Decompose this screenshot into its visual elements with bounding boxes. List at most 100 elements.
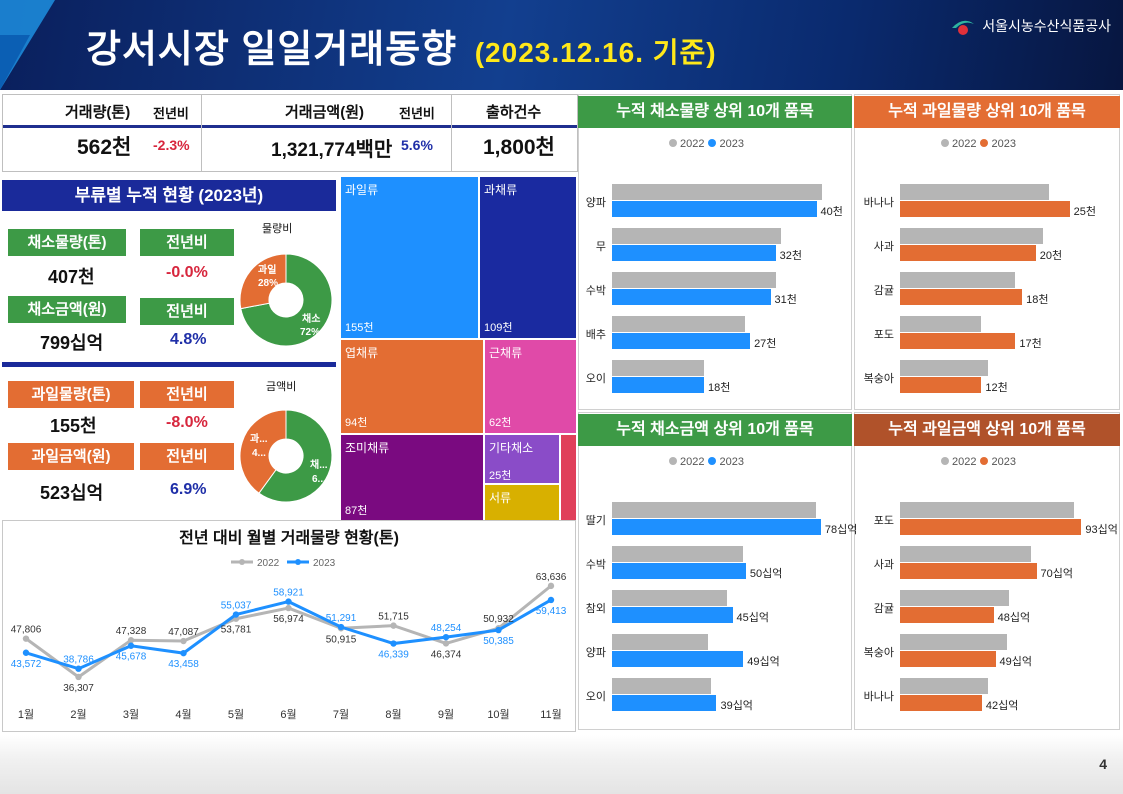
chart-legend: 2022 2023 xyxy=(669,138,748,150)
org-logo-icon xyxy=(952,20,975,35)
x-tick-label: 4월 xyxy=(175,708,191,721)
legend-marker xyxy=(708,457,717,465)
line-point-2023 xyxy=(180,649,187,657)
line-label-2022: 47,806 xyxy=(11,625,42,636)
donut-volume-fruit-pct: 28% xyxy=(258,278,278,289)
bar-2023-바나나 xyxy=(900,201,1070,217)
bar-category-label: 바나나 xyxy=(863,197,894,209)
bar-2022-포도 xyxy=(900,502,1074,518)
donut-amount-veg-pct: 6... xyxy=(312,474,326,485)
line-label-2023: 38,786 xyxy=(63,655,94,666)
veg-volume-value: 407천 xyxy=(48,267,95,287)
bar-value-label: 49십억 xyxy=(999,656,1033,668)
treemap-cell-label: 과일류 xyxy=(345,183,379,197)
legend-item-2022: 2022 xyxy=(669,456,704,468)
fruit-amount-yoy-label: 전년비 xyxy=(140,443,234,470)
x-tick-label: 9월 xyxy=(438,708,454,721)
bar-2022-사과 xyxy=(900,546,1031,562)
chart-legend: 2022 2023 xyxy=(669,456,748,468)
treemap-cell-과일류: 과일류 155천 xyxy=(340,176,479,339)
monthly-volume-panel xyxy=(2,520,576,732)
line-point-2023 xyxy=(495,626,502,634)
donut-volume-veg-pct: 72% xyxy=(300,327,320,338)
bar-category-label: 배추 xyxy=(585,329,606,341)
org-logo: 서울시농수산식품공사 xyxy=(950,14,1111,38)
line-label-2022: 53,781 xyxy=(221,625,252,636)
legend-item-2022: 2022 xyxy=(669,138,704,150)
bar-value-label: 18천 xyxy=(1026,294,1049,306)
bar-category-label: 감귤 xyxy=(873,285,894,297)
bar-category-label: 양파 xyxy=(585,197,606,209)
kpi-shipments-label: 출하건수 xyxy=(486,104,542,121)
legend-marker xyxy=(980,457,989,465)
footer-band xyxy=(0,735,1123,794)
veg-volume-label: 채소물량(톤) xyxy=(8,229,126,256)
bar-2023-딸기 xyxy=(612,519,821,535)
kpi-divider xyxy=(201,95,202,171)
line-label-2023: 59,413 xyxy=(536,606,567,617)
bar-value-label: 17천 xyxy=(1019,338,1042,350)
bar-2022-바나나 xyxy=(900,678,988,694)
kpi-amount-label: 거래금액(원) xyxy=(285,104,364,121)
bar-2023-참외 xyxy=(612,607,733,623)
legend-label: 2023 xyxy=(991,138,1016,150)
bar-value-label: 40천 xyxy=(820,206,843,218)
legend-marker xyxy=(708,139,717,147)
treemap-cell-label: 서류 xyxy=(489,491,512,505)
line-point-2023 xyxy=(442,633,450,641)
treemap-cell-value: 25천 xyxy=(489,470,512,482)
bar-2022-수박 xyxy=(612,272,776,288)
legend-item-2023: 2023 xyxy=(708,456,744,468)
fruit-amount-yoy: 6.9% xyxy=(170,481,207,498)
x-tick-label: 5월 xyxy=(228,708,244,721)
bar-2023-감귤 xyxy=(900,607,994,623)
legend-item-2023: 2023 xyxy=(708,138,744,150)
bar-category-label: 참외 xyxy=(585,603,606,615)
treemap-cell-value: 94천 xyxy=(345,417,368,429)
header-banner xyxy=(0,0,1123,90)
legend-label: 2022 xyxy=(952,138,977,150)
line-label-2022: 36,307 xyxy=(63,683,94,694)
line-point-2023 xyxy=(285,598,292,605)
x-tick-label: 6월 xyxy=(280,708,296,721)
x-tick-label: 3월 xyxy=(123,708,139,721)
bar-category-label: 양파 xyxy=(585,647,606,659)
chart-legend: 2022 2023 xyxy=(941,456,1020,468)
donut-amount-fruit-pct: 4... xyxy=(252,448,266,459)
bar-2023-사과 xyxy=(900,245,1036,261)
veg-amount-yoy: 4.8% xyxy=(170,331,207,348)
legend-marker-2023 xyxy=(295,559,301,565)
kpi-shipments-value: 1,800천 xyxy=(483,136,555,159)
line-label-2023: 58,921 xyxy=(273,588,304,599)
veg-volume-yoy: -0.0% xyxy=(166,264,208,281)
legend-label-2022: 2022 xyxy=(257,558,280,569)
category-divider xyxy=(2,362,336,367)
chart-title: 누적 과일물량 상위 10개 품목 xyxy=(854,96,1120,128)
bar-2022-오이 xyxy=(612,360,705,376)
donut-amount-fruit-label: 과... xyxy=(250,432,268,445)
legend-label: 2022 xyxy=(952,456,977,468)
fruit-amount-value: 523십억 xyxy=(40,483,104,503)
line-point-2023 xyxy=(390,640,397,647)
legend-item-2022: 2022 xyxy=(941,456,976,468)
bar-value-label: 20천 xyxy=(1039,250,1063,262)
treemap-cell-label: 과채류 xyxy=(484,183,518,197)
bar-value-label: 48십억 xyxy=(997,612,1031,624)
kpi-volume-yoy-label: 전년비 xyxy=(153,106,189,121)
bar-2022-바나나 xyxy=(900,184,1050,200)
chart-legend: 2022 2023 xyxy=(941,138,1020,150)
bar-category-label: 오이 xyxy=(585,691,606,703)
donut-volume-title: 물량비 xyxy=(262,223,293,235)
bar-category-label: 포도 xyxy=(873,515,894,527)
line-point-2022 xyxy=(75,673,82,681)
header-accent-dark xyxy=(0,35,30,90)
bar-2022-배추 xyxy=(612,316,745,332)
donut-amount-title: 금액비 xyxy=(266,381,297,393)
bar-2023-포도 xyxy=(900,519,1082,535)
bar-2022-무 xyxy=(612,228,781,244)
line-label-2022: 46,374 xyxy=(431,649,462,660)
line-point-2023 xyxy=(127,642,135,649)
donut-volume-chart: 과일 28% 채소 72% xyxy=(239,253,333,347)
bar-value-label: 93십억 xyxy=(1085,524,1118,536)
bar-2022-양파 xyxy=(612,634,709,650)
